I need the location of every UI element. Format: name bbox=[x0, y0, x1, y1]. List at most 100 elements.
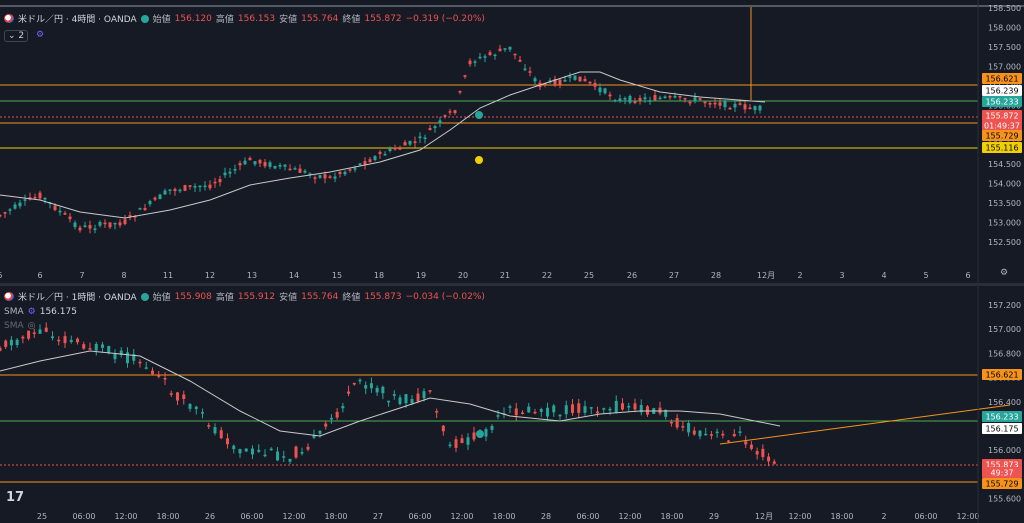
price-axis-label: 156.400 bbox=[988, 398, 1021, 407]
candle-body bbox=[278, 165, 282, 167]
candle-body bbox=[527, 406, 531, 413]
candle-body bbox=[523, 68, 527, 71]
candle-body bbox=[593, 82, 597, 87]
sma-settings-icon[interactable]: ⚙ bbox=[27, 307, 36, 317]
candle-body bbox=[398, 397, 402, 405]
price-axis-label: 154.500 bbox=[988, 160, 1021, 169]
price-axis-label: 157.500 bbox=[988, 43, 1021, 52]
candle-body bbox=[433, 126, 437, 129]
candle-body bbox=[358, 163, 362, 165]
price-tag-bg bbox=[982, 96, 1022, 107]
time-axis-label: 06:00 bbox=[408, 512, 431, 521]
sma-legend[interactable]: SMA ⚙ 156.175 bbox=[4, 307, 77, 317]
candle-body bbox=[528, 71, 532, 73]
candle-body bbox=[83, 225, 87, 227]
candle-body bbox=[248, 157, 252, 161]
candle-body bbox=[453, 110, 457, 114]
price-axis-label: 152.500 bbox=[988, 238, 1021, 247]
candle-body bbox=[153, 197, 157, 200]
candle-body bbox=[668, 96, 672, 98]
candle-body bbox=[418, 136, 422, 139]
high-label: 高値 bbox=[215, 293, 234, 303]
candle-body bbox=[602, 408, 606, 410]
candle-body bbox=[568, 76, 572, 78]
candle-body bbox=[583, 78, 587, 82]
candle-body bbox=[213, 427, 217, 434]
candle-body bbox=[709, 434, 713, 436]
price-axis-label: 157.000 bbox=[988, 325, 1021, 334]
indicators-toggle[interactable]: ⌄ 2 bbox=[4, 30, 29, 42]
candle-body bbox=[341, 406, 345, 409]
bottom-symbol-title[interactable]: 米ドル／円 · 1時間 · OANDA bbox=[18, 293, 137, 303]
candle-body bbox=[675, 417, 679, 428]
high-value: 156.153 bbox=[237, 13, 276, 24]
sma2-legend[interactable]: SMA ◎ bbox=[4, 321, 36, 331]
bottom-chart-canvas[interactable]: 157.200157.000156.800156.600156.400156.2… bbox=[0, 286, 1024, 523]
candle-body bbox=[107, 346, 111, 353]
candle-body bbox=[8, 209, 12, 211]
bottom-chart-pane[interactable]: 157.200157.000156.800156.600156.400156.2… bbox=[0, 286, 1024, 523]
price-axis-label: 157.200 bbox=[988, 301, 1021, 310]
time-axis-label: 6 bbox=[37, 271, 42, 280]
close-label: 終値 bbox=[342, 15, 361, 25]
candle-body bbox=[703, 101, 707, 104]
candle-body bbox=[688, 101, 692, 104]
candle-body bbox=[258, 160, 262, 164]
price-tag: 155.729 bbox=[985, 480, 1018, 489]
candle-body bbox=[213, 181, 217, 184]
top-legend: 米ドル／円 · 4時間 · OANDA 始値 156.120 高値 156.153 … bbox=[4, 12, 485, 25]
candle-body bbox=[188, 185, 192, 187]
indicator-settings-icon[interactable]: ⚙ bbox=[36, 30, 45, 40]
bottom-legend: 米ドル／円 · 1時間 · OANDA 始値 155.908 高値 155.912 … bbox=[4, 290, 485, 303]
time-axis-settings-icon[interactable]: ⚙ bbox=[1000, 268, 1009, 278]
candle-body bbox=[658, 407, 662, 414]
candle-body bbox=[38, 329, 42, 334]
tradingview-logo[interactable]: 17 bbox=[6, 490, 25, 505]
time-axis-label: 6 bbox=[965, 271, 970, 280]
candle-body bbox=[628, 96, 632, 103]
candle-body bbox=[32, 332, 36, 334]
candle-body bbox=[318, 175, 322, 178]
price-tag-bg bbox=[982, 130, 1022, 141]
price-tag: 155.873 bbox=[985, 461, 1018, 470]
price-tag: 155.729 bbox=[985, 132, 1018, 141]
high-value: 155.912 bbox=[237, 291, 276, 302]
candle-body bbox=[435, 411, 439, 413]
time-axis-label: 06:00 bbox=[240, 512, 263, 521]
candle-body bbox=[238, 449, 242, 454]
pane-divider[interactable] bbox=[0, 283, 1024, 286]
candle-body bbox=[496, 415, 500, 417]
candle-body bbox=[78, 227, 82, 231]
candle-body bbox=[288, 168, 292, 171]
close-value: 155.873 bbox=[364, 291, 402, 302]
price-tag: 01:49:37 bbox=[984, 122, 1020, 131]
candle-body bbox=[683, 98, 687, 100]
top-chart-pane[interactable]: 158.500158.000157.500157.000156.500156.0… bbox=[0, 0, 1024, 283]
candle-body bbox=[113, 353, 117, 360]
candle-body bbox=[728, 107, 732, 110]
candle-body bbox=[428, 390, 432, 392]
candle-body bbox=[128, 215, 132, 217]
candle-body bbox=[558, 414, 562, 417]
candle-body bbox=[27, 330, 31, 339]
hidden-eye-icon[interactable]: ◎ bbox=[27, 321, 36, 331]
close-label: 終値 bbox=[342, 293, 361, 303]
price-axis-label: 158.000 bbox=[988, 24, 1021, 33]
candle-body bbox=[749, 444, 753, 449]
candle-body bbox=[638, 97, 642, 101]
candle-body bbox=[633, 403, 637, 410]
indicator-count: 2 bbox=[18, 31, 25, 41]
time-axis-label: 13 bbox=[247, 271, 257, 280]
candle-body bbox=[623, 97, 627, 100]
time-axis-label: 2 bbox=[881, 512, 886, 521]
candle-body bbox=[353, 168, 357, 170]
candle-body bbox=[571, 404, 574, 413]
candle-body bbox=[108, 222, 112, 228]
candle-body bbox=[608, 94, 612, 97]
candle-body bbox=[194, 406, 198, 410]
top-symbol-title[interactable]: 米ドル／円 · 4時間 · OANDA bbox=[18, 15, 137, 25]
top-chart-canvas[interactable]: 158.500158.000157.500157.000156.500156.0… bbox=[0, 0, 1024, 283]
candle-body bbox=[168, 189, 172, 191]
candle-body bbox=[518, 59, 522, 62]
candle-body bbox=[269, 448, 273, 451]
